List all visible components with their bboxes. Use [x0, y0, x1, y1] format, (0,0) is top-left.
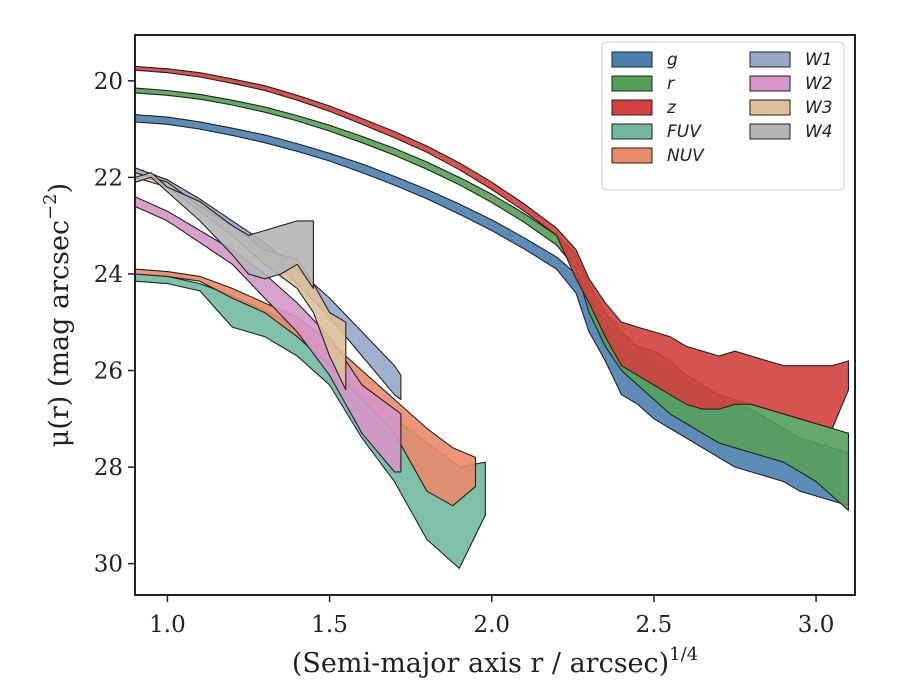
x-tick-label: 3.0 — [798, 612, 835, 638]
legend-swatch-r — [611, 75, 653, 92]
band-w4 — [135, 172, 314, 289]
legend-label-r: r — [667, 74, 675, 94]
legend-label-z: z — [666, 98, 677, 118]
legend-label-w4: W4 — [805, 122, 833, 142]
band-z — [135, 65, 850, 429]
legend-swatch-w4 — [749, 123, 791, 140]
y-axis-label: μ(r) (mag arcsec−2) — [40, 183, 75, 447]
x-tick-label: 1.0 — [149, 612, 186, 638]
x-axis: 1.0 1.5 2.0 2.5 3.0 — [149, 595, 834, 638]
legend-swatch-w2 — [749, 75, 791, 92]
legend-swatch-nuv — [611, 147, 653, 164]
legend-label-nuv: NUV — [667, 146, 705, 166]
y-axis: 20 22 24 26 28 30 — [94, 69, 135, 578]
legend-label-fuv: FUV — [667, 122, 702, 142]
y-tick-label: 22 — [94, 165, 123, 191]
legend-swatch-fuv — [611, 123, 653, 140]
plot-frame — [134, 34, 856, 596]
band-r — [135, 87, 850, 512]
x-tick-label: 2.0 — [473, 612, 510, 638]
series-bands — [135, 65, 850, 569]
y-tick-label: 26 — [94, 359, 123, 385]
legend-swatch-z — [611, 99, 653, 116]
legend-label-w1: W1 — [805, 50, 833, 70]
y-tick-label: 30 — [94, 552, 123, 578]
legend-swatch-g — [611, 51, 653, 68]
x-tick-label: 1.5 — [311, 612, 348, 638]
band-nuv — [135, 268, 477, 507]
legend: grz FUV NUV W1 W2 W3 W4 — [601, 41, 845, 191]
x-tick-label: 2.5 — [636, 612, 673, 638]
legend-swatch-w1 — [749, 51, 791, 68]
y-tick-label: 24 — [94, 262, 123, 288]
legend-swatch-w3 — [749, 99, 791, 116]
legend-label-w3: W3 — [805, 98, 833, 118]
legend-label-g: g — [667, 50, 678, 70]
legend-label-w2: W2 — [805, 74, 833, 94]
y-tick-label: 20 — [94, 69, 123, 95]
y-tick-label: 28 — [94, 455, 123, 481]
x-axis-label: (Semi-major axis r / arcsec)1/4 — [292, 644, 698, 679]
